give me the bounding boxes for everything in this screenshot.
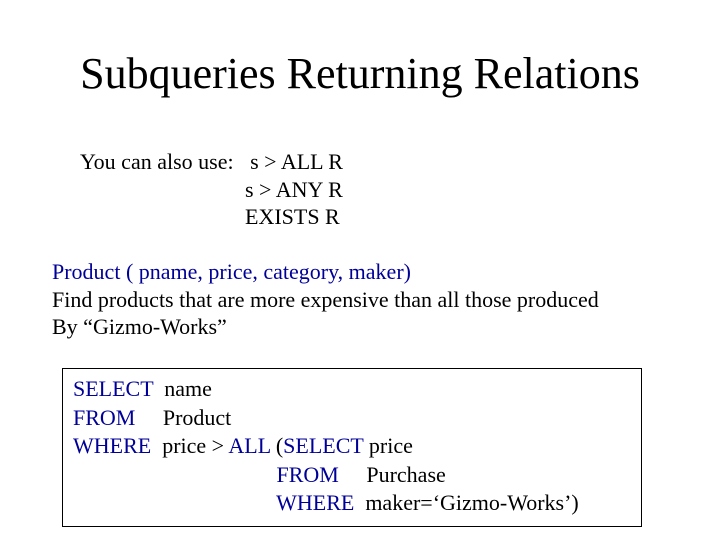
kw-select: SELECT <box>73 376 153 401</box>
intro-indent-2 <box>80 177 245 202</box>
kw-all: ALL <box>228 433 270 458</box>
schema-relation: Product ( pname, price, category, maker) <box>52 258 599 286</box>
task-line-1: Find products that are more expensive th… <box>52 286 599 314</box>
sub-where-kw: WHERE <box>276 490 354 515</box>
intro-line2: s > ANY R <box>245 177 343 202</box>
from-tbl: Product <box>135 405 231 430</box>
sub-select-cols: price <box>363 433 412 458</box>
inner-indent-1 <box>73 462 277 487</box>
schema-block: Product ( pname, price, category, maker)… <box>52 258 599 341</box>
sub-select-kw: SELECT <box>283 433 363 458</box>
sub-from-kw: FROM <box>277 462 339 487</box>
intro-line3: EXISTS R <box>245 204 340 229</box>
intro-line1: s > ALL R <box>250 149 343 174</box>
intro-lead: You can also use: <box>80 149 250 174</box>
sql-box: SELECT name FROM Product WHERE price > A… <box>62 368 642 527</box>
slide-title: Subqueries Returning Relations <box>0 48 720 99</box>
inner-indent-2 <box>73 490 276 515</box>
sub-from-tbl: Purchase <box>339 462 446 487</box>
intro-indent-3 <box>80 204 245 229</box>
where-lhs: price > <box>151 433 228 458</box>
intro-block: You can also use: s > ALL R s > ANY R EX… <box>80 148 343 231</box>
kw-from: FROM <box>73 405 135 430</box>
sel-cols: name <box>153 376 212 401</box>
sub-where-pred: maker=‘Gizmo-Works’) <box>354 490 578 515</box>
slide: Subqueries Returning Relations You can a… <box>0 0 720 540</box>
kw-where: WHERE <box>73 433 151 458</box>
task-line-2: By “Gizmo-Works” <box>52 313 599 341</box>
sub-open: ( <box>270 433 283 458</box>
